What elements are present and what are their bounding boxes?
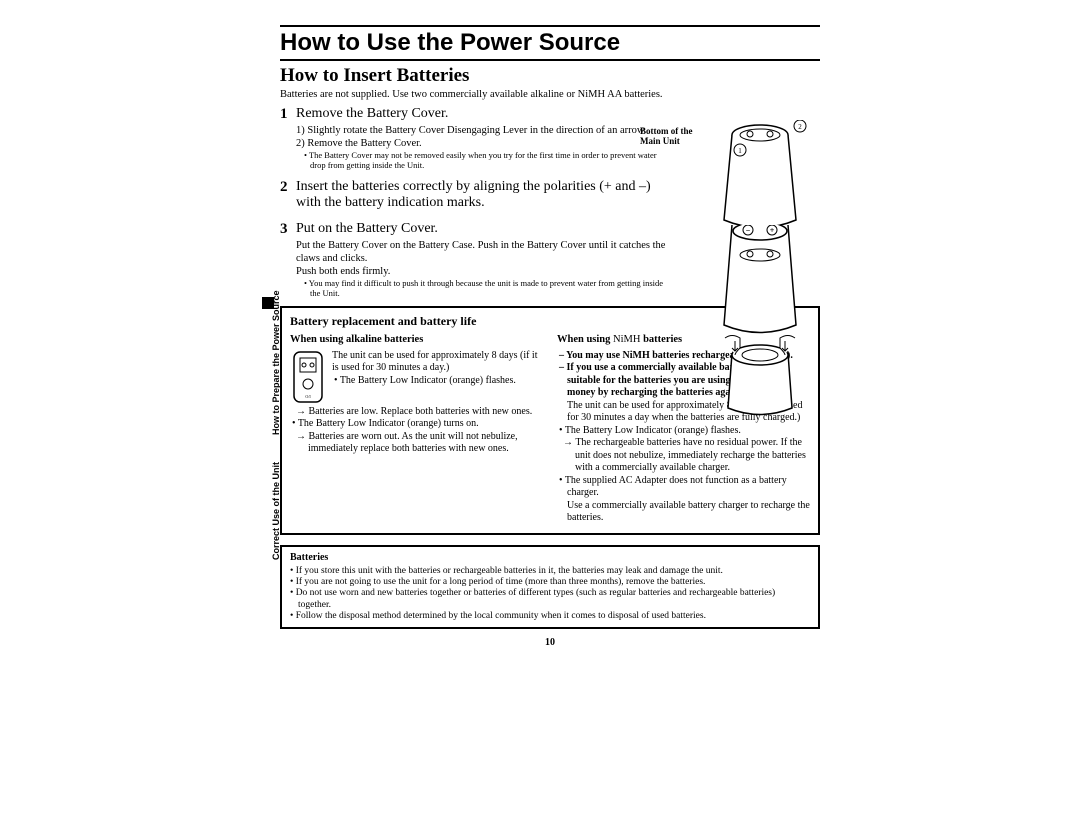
batteries-line: • If you store this unit with the batter… <box>298 566 810 577</box>
step-sub: Push both ends firmly. <box>296 265 670 278</box>
page-title: How to Use the Power Source <box>280 25 820 61</box>
batteries-line: • If you are not going to use the unit f… <box>298 577 810 588</box>
caption-bottom-unit: Bottom of theMain Unit <box>640 127 693 147</box>
side-tab: Correct Use of the Unit How to Prepare t… <box>262 155 276 555</box>
intro-text: Batteries are not supplied. Use two comm… <box>280 89 820 100</box>
step-sub: 2) Remove the Battery Cover. <box>308 137 670 150</box>
step-note: • The Battery Cover may not be removed e… <box>310 150 670 170</box>
alk-line: • The Battery Low Indicator (orange) fla… <box>342 375 543 388</box>
batteries-title: Batteries <box>290 552 810 564</box>
alk-line: The unit can be used for approximately 8… <box>332 350 543 375</box>
step-number: 1 <box>280 106 296 171</box>
step-head: Put on the Battery Cover. <box>296 221 670 237</box>
step-sub: 1) Slightly rotate the Battery Cover Dis… <box>308 124 670 137</box>
cover-push-icon <box>720 333 810 418</box>
step-note: • You may find it difficult to push it t… <box>310 278 670 298</box>
batteries-box: Batteries • If you store this unit with … <box>280 545 820 630</box>
svg-text:2: 2 <box>798 123 802 131</box>
unit-indicator-icon: O/I <box>290 350 326 406</box>
unit-bottom-icon: 1 2 <box>720 120 810 230</box>
nimh-body: → The rechargeable batteries have no res… <box>575 437 810 475</box>
step-head: Remove the Battery Cover. <box>296 106 670 122</box>
svg-text:1: 1 <box>738 147 742 155</box>
page-content: How to Use the Power Source How to Inser… <box>280 25 820 648</box>
alk-line: → Batteries are worn out. As the unit wi… <box>308 431 543 456</box>
batteries-line: • Follow the disposal method determined … <box>298 611 810 622</box>
alk-line: • The Battery Low Indicator (orange) tur… <box>300 418 543 431</box>
step-sub: Put the Battery Cover on the Battery Cas… <box>296 239 670 265</box>
step-number: 2 <box>280 179 296 213</box>
svg-text:+: + <box>770 226 775 235</box>
section-subtitle: How to Insert Batteries <box>280 65 820 87</box>
col-head-alkaline: When using alkaline batteries <box>290 333 543 346</box>
step-number: 3 <box>280 221 296 299</box>
nimh-body: • The Battery Low Indicator (orange) fla… <box>567 425 810 438</box>
polarity-icon: − + <box>720 225 810 335</box>
alk-line: → Batteries are low. Replace both batter… <box>308 406 543 419</box>
page-number: 10 <box>280 637 820 648</box>
svg-text:−: − <box>746 226 751 235</box>
nimh-body: • The supplied AC Adapter does not funct… <box>567 475 810 500</box>
nimh-body: Use a commercially available battery cha… <box>567 500 810 525</box>
svg-text:O/I: O/I <box>305 394 311 399</box>
alkaline-column: When using alkaline batteries O/I The un… <box>290 333 543 524</box>
step-head: Insert the batteries correctly by aligni… <box>296 179 670 211</box>
batteries-line: • Do not use worn and new batteries toge… <box>298 588 810 611</box>
